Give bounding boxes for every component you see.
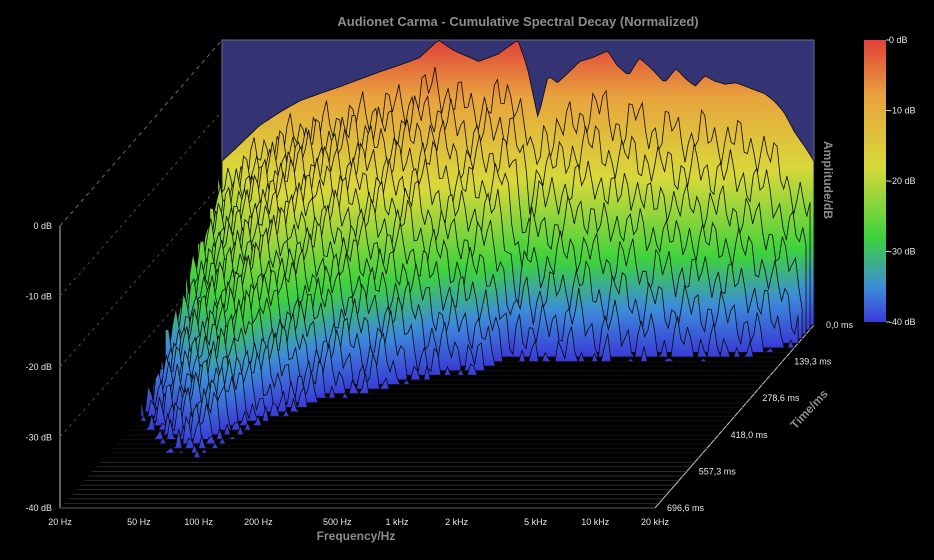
decay-slice [164, 273, 759, 391]
colorbar-tick-label: -20 dB [889, 176, 916, 186]
y-tick-label: -40 dB [25, 503, 52, 513]
y-tick-label: -30 dB [25, 433, 52, 443]
colorbar-tick-label: 0 dB [889, 35, 908, 45]
colorbar [864, 40, 886, 322]
x-tick-label: 20 Hz [48, 517, 72, 527]
decay-slice [104, 448, 699, 459]
decay-slice [124, 388, 719, 436]
decay-surface [104, 39, 815, 459]
z-ticks: 0,0 ms 139,3 ms 278,6 ms 418,0 ms 557,3 ms 69… [667, 320, 854, 513]
x-tick-label: 5 kHz [524, 517, 548, 527]
x-tick-label: 1 kHz [385, 517, 409, 527]
z-tick-label: 696,6 ms [667, 503, 705, 513]
x-tick-label: 10 kHz [581, 517, 610, 527]
z-tick-label: 557,3 ms [699, 466, 737, 476]
x-tick-label: 200 Hz [244, 517, 273, 527]
colorbar-tick-label: -10 dB [889, 106, 916, 116]
x-tick-label: 2 kHz [445, 517, 469, 527]
x-tick-label: 50 Hz [127, 517, 151, 527]
y-axis-title: Amplitude/dB [821, 141, 835, 219]
colorbar-tick-label: -30 dB [889, 247, 916, 257]
colorbar-ticks: 0 dB -10 dB -20 dB -30 dB -40 dB [886, 35, 916, 327]
colorbar-tick-label: -40 dB [889, 317, 916, 327]
y-tick-label: -20 dB [25, 362, 52, 372]
x-tick-label: 20 kHz [641, 517, 670, 527]
x-tick-label: 500 Hz [323, 517, 352, 527]
z-tick-label: 278,6 ms [762, 393, 800, 403]
z-tick-label: 139,3 ms [794, 357, 832, 367]
chart-title: Audionet Carma - Cumulative Spectral Dec… [337, 14, 698, 29]
decay-slice [120, 402, 715, 440]
x-ticks: 20 Hz 50 Hz 100 Hz 200 Hz 500 Hz 1 kHz 2 kHz 5 … [48, 517, 669, 527]
x-axis-title: Frequency/Hz [317, 529, 396, 543]
y-ticks: 0 dB -10 dB -20 dB -30 dB -40 dB [25, 221, 52, 513]
decay-slice [112, 429, 707, 449]
y-tick-label: -10 dB [25, 292, 52, 302]
x-tick-label: 100 Hz [184, 517, 213, 527]
z-tick-label: 418,0 ms [731, 430, 769, 440]
decay-slice [152, 299, 747, 404]
z-tick-label: 0,0 ms [826, 320, 854, 330]
decay-slice [108, 443, 703, 454]
y-tick-label: 0 dB [33, 221, 52, 231]
